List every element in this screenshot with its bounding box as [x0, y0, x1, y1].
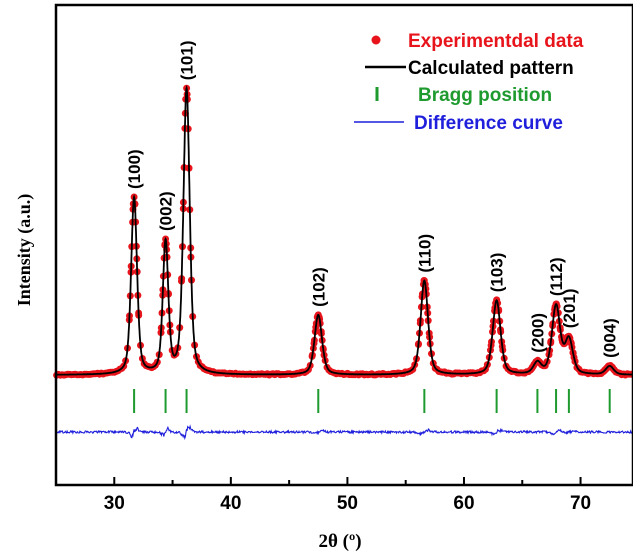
peak-label-3: (102)	[309, 267, 328, 307]
x-axis-label: 2θ (º)	[318, 531, 361, 551]
x-tick-label-60: 60	[453, 493, 474, 514]
plot-area	[53, 84, 633, 441]
y-axis-label: Intensity (a.u.)	[14, 194, 35, 307]
peak-label-0: (100)	[125, 149, 144, 189]
peak-label-8: (201)	[560, 289, 579, 329]
peak-label-2: (101)	[178, 41, 197, 81]
calculated-pattern-line	[56, 84, 633, 376]
peak-label-1: (002)	[157, 191, 176, 231]
legend-marker-experimental	[371, 35, 381, 45]
legend-experimental-label: Experimentdal data	[408, 31, 584, 52]
peak-label-9: (004)	[601, 318, 620, 358]
x-tick-label-70: 70	[570, 493, 591, 514]
peak-label-4: (110)	[415, 234, 434, 273]
peak-labels: (100) (002) (101) (102) (110) (103) (200)(112)…	[125, 41, 620, 358]
plot-frame	[54, 3, 633, 487]
x-axis: 30 40 50 60 70	[55, 477, 591, 514]
legend-calculated-label: Calculated pattern	[408, 58, 574, 79]
x-tick-label-50: 50	[337, 493, 358, 514]
difference-curve	[55, 424, 633, 441]
legend-difference-label: Difference curve	[414, 113, 563, 134]
x-tick-label-30: 30	[104, 493, 125, 514]
legend: Experimentdal data Calculated pattern Br…	[354, 31, 584, 134]
peak-label-6: (200)	[528, 313, 547, 353]
legend-bragg-label: Bragg position	[418, 85, 552, 106]
x-tick-label-40: 40	[220, 493, 241, 514]
peak-label-7: (112)	[547, 257, 566, 296]
peak-label-5: (103)	[488, 253, 507, 293]
